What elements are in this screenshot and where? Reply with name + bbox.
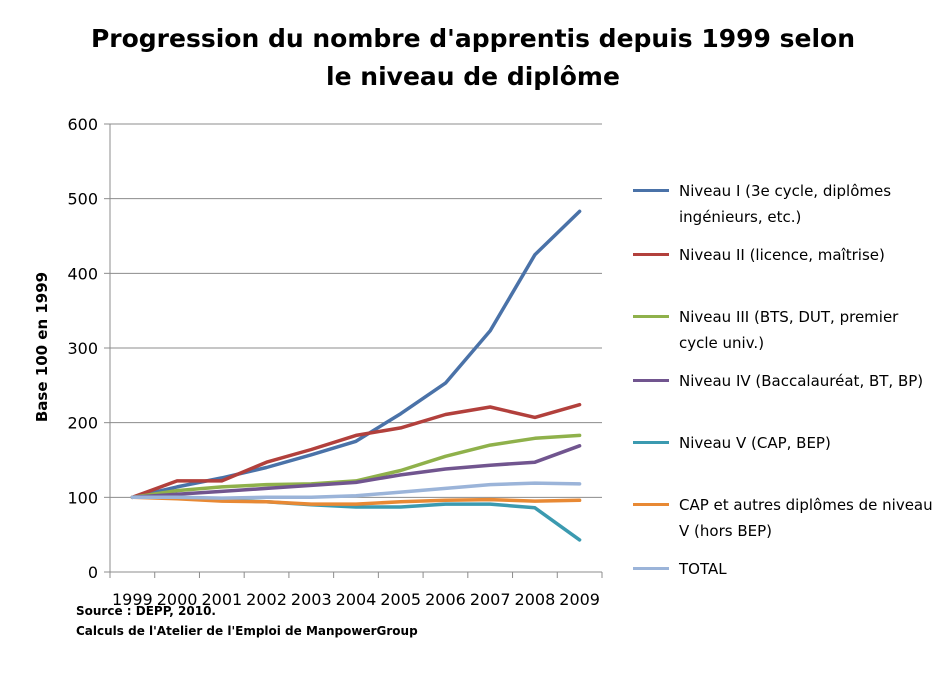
x-tick-label: 2001 xyxy=(201,590,242,609)
legend-label: Niveau II (licence, maîtrise) xyxy=(679,246,885,264)
series-line-7 xyxy=(130,481,582,500)
series-line-4 xyxy=(130,444,582,500)
y-tick-label: 300 xyxy=(67,339,98,358)
legend-label: Niveau IV (Baccalauréat, BT, BP) xyxy=(679,372,924,390)
x-tick-label: 2002 xyxy=(246,590,287,609)
source-line-1: Source : DEPP, 2010. xyxy=(76,604,216,618)
source-note: Source : DEPP, 2010. Calculs de l'Atelie… xyxy=(76,601,418,641)
legend-swatch xyxy=(633,253,669,256)
legend-swatch xyxy=(633,379,669,382)
legend-swatch xyxy=(633,503,669,506)
series-line-1 xyxy=(130,209,582,500)
x-tick-labels: 1999 2000 2001 2002 2003 2004 2005 2006 2007 2008… xyxy=(112,590,600,609)
chart-title-line-1: Progression du nombre d'apprentis depuis… xyxy=(90,24,856,53)
series-lines xyxy=(130,209,582,542)
chart-title: Progression du nombre d'apprentis depuis… xyxy=(0,20,946,96)
x-tick-label: 2005 xyxy=(380,590,421,609)
y-tick-label: 100 xyxy=(67,488,98,507)
legend-label: CAP et autres diplômes de niveau V (hors… xyxy=(679,496,933,540)
series-line-6 xyxy=(130,495,582,506)
x-tick-label: 2006 xyxy=(425,590,466,609)
y-tick-label: 600 xyxy=(67,115,98,134)
y-tick-label: 0 xyxy=(88,563,98,582)
x-tick-label: 2003 xyxy=(291,590,332,609)
series-line-2 xyxy=(130,402,582,500)
legend-label: Niveau I (3e cycle, diplômes ingénieurs,… xyxy=(679,182,892,226)
legend-label: Niveau III (BTS, DUT, premier cycle univ… xyxy=(679,308,899,352)
legend-swatch xyxy=(633,189,669,192)
x-tick-label: 2008 xyxy=(515,590,556,609)
source-line-2: Calculs de l'Atelier de l'Emploi de Manp… xyxy=(76,624,418,638)
y-tick-label: 200 xyxy=(67,414,98,433)
legend-label: TOTAL xyxy=(679,560,727,578)
x-tick-label: 1999 xyxy=(112,590,153,609)
y-tick-label: 500 xyxy=(67,190,98,209)
y-axis-label: Base 100 en 1999 xyxy=(33,271,51,423)
y-tick-label: 400 xyxy=(67,264,98,283)
legend-swatch xyxy=(633,315,669,318)
legend-label: Niveau V (CAP, BEP) xyxy=(679,434,831,452)
series-line-3 xyxy=(130,433,582,500)
y-tick-labels: 0 100 200 300 400 500 600 xyxy=(67,115,98,582)
legend-swatch xyxy=(633,441,669,444)
x-tick-label: 2007 xyxy=(470,590,511,609)
x-tick-label: 2009 xyxy=(559,590,600,609)
legend-swatch xyxy=(633,567,669,570)
axes xyxy=(104,123,603,578)
x-tick-label: 2004 xyxy=(336,590,377,609)
chart-title-line-2: le niveau de diplôme xyxy=(326,62,620,91)
x-tick-label: 2000 xyxy=(157,590,198,609)
